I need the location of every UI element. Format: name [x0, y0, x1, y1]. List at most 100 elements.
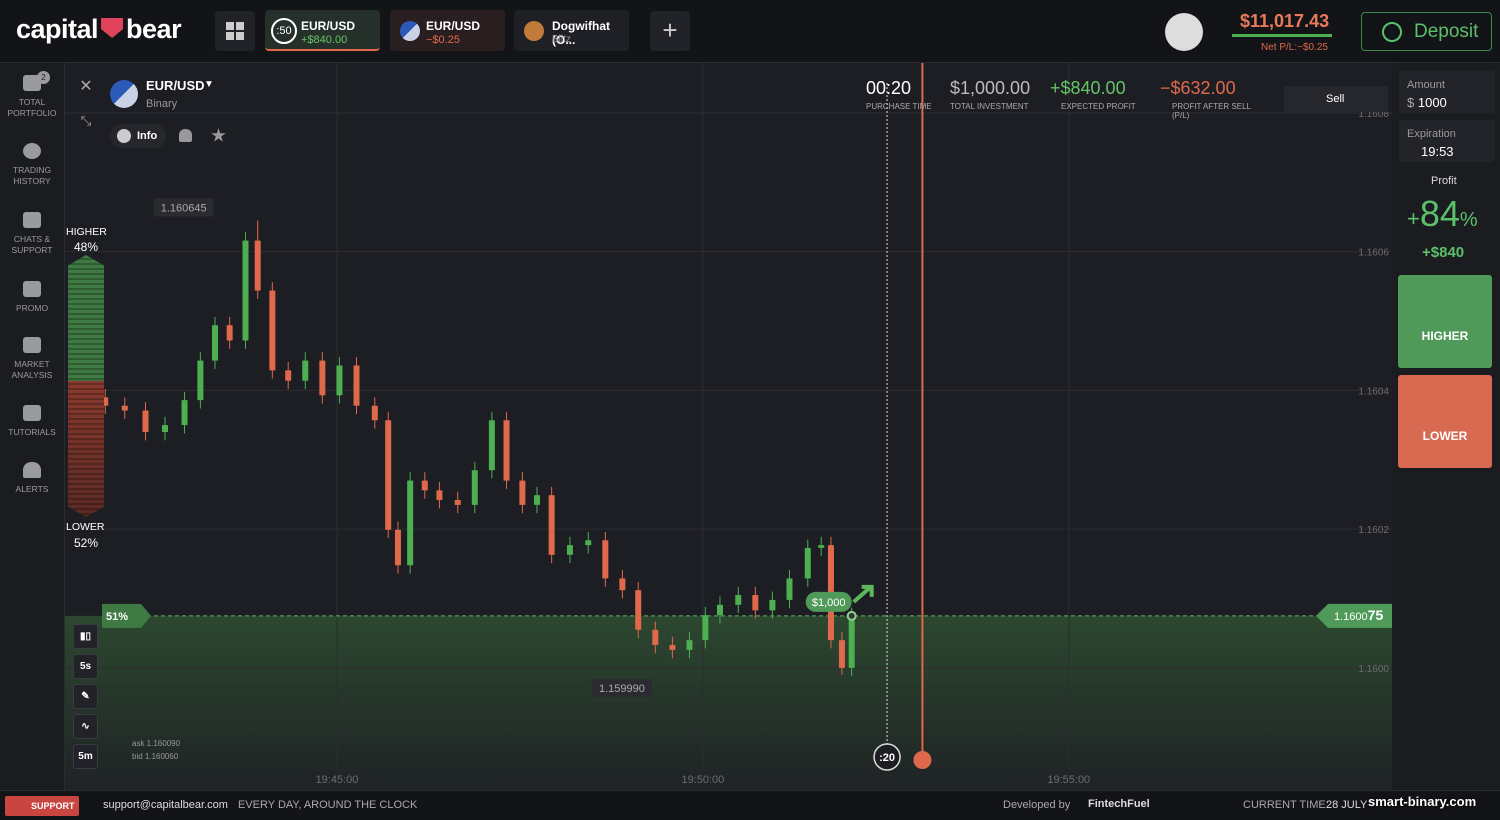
sidebar-item[interactable]: MARKET ANALYSIS: [0, 337, 64, 381]
collapse-button[interactable]: ⤡: [80, 113, 92, 128]
low-label: 1.159990: [599, 683, 645, 695]
stat-value: 00:20: [866, 78, 912, 98]
stat: +$840.00 EXPECTED PROFIT: [1050, 78, 1136, 111]
candle-body: [226, 325, 233, 341]
draw-tool[interactable]: ✎: [73, 684, 98, 709]
amount-value: 1000: [1417, 95, 1447, 110]
add-tab[interactable]: +: [650, 11, 690, 51]
candle-body: [585, 540, 592, 546]
watermark: smart-binary.com: [1368, 794, 1477, 809]
lower-label: LOWER: [66, 521, 105, 533]
time-label: CURRENT TIME:: [1243, 799, 1329, 811]
logo[interactable]: capital bear: [16, 14, 182, 45]
sidebar-item[interactable]: PROMO: [0, 281, 64, 314]
info-button[interactable]: Info: [110, 124, 166, 148]
logo-text: bear: [126, 14, 182, 44]
price-zone: [65, 615, 1392, 790]
expiry-badge: [913, 751, 932, 769]
footer: SUPPORT support@capitalbear.com EVERY DA…: [0, 790, 1500, 820]
stat-label: TOTAL INVESTMENT: [950, 102, 1029, 111]
x-tick-label: 19:50:00: [681, 774, 724, 786]
higher-button[interactable]: HIGHER: [1398, 275, 1492, 368]
developed-by: Developed by: [1003, 799, 1071, 811]
dropdown-caret[interactable]: ▼: [204, 79, 214, 90]
trade-box: [805, 591, 852, 612]
lower-button[interactable]: LOWER: [1398, 375, 1492, 468]
avatar[interactable]: [1165, 13, 1203, 51]
candle-body: [752, 595, 759, 611]
support-button[interactable]: SUPPORT: [5, 796, 79, 816]
purchase-badge: [873, 743, 901, 771]
support-email[interactable]: support@capitalbear.com: [103, 799, 228, 811]
candle-body: [254, 240, 261, 291]
tab-pl: −$0.25: [426, 34, 460, 46]
tab-pl: +$840.00: [301, 34, 348, 46]
asset-name[interactable]: EUR/USD: [146, 78, 205, 93]
date: 28 JULY: [1326, 799, 1368, 811]
close-button[interactable]: ✕: [79, 78, 93, 95]
alert-icon[interactable]: [179, 129, 192, 142]
balance[interactable]: $11,017.43: [1240, 11, 1330, 31]
amount-currency: $: [1407, 95, 1415, 110]
ask: ask 1.160090: [132, 739, 181, 748]
sell-button[interactable]: Sell: [1284, 86, 1388, 112]
balance-bar: [1232, 34, 1332, 37]
expiration-value: 19:53: [1421, 144, 1454, 159]
candle-body: [786, 578, 793, 600]
purchase-countdown: :20: [879, 752, 895, 764]
tab[interactable]: Dogwifhat (O... Blitz: [514, 10, 629, 51]
deposit-button[interactable]: Deposit: [1361, 12, 1492, 51]
sidebar-label: PROMO: [15, 303, 49, 313]
y-tick-label: 1.1604: [1358, 386, 1389, 397]
y-tick-label: 1.1608: [1358, 109, 1389, 120]
percent-label: 51%: [106, 611, 128, 623]
chart-type-tool[interactable]: ▮▯: [73, 624, 98, 649]
tab[interactable]: EUR/USD −$0.25: [390, 10, 505, 51]
candle-body: [407, 480, 414, 566]
sidebar-item[interactable]: TUTORIALS: [0, 405, 64, 438]
tab-timer: :50: [271, 18, 297, 44]
tab[interactable]: :50 EUR/USD +$840.00: [265, 10, 380, 51]
candle-body: [488, 420, 495, 471]
sidebar-item[interactable]: TRADING HISTORY: [0, 143, 64, 187]
candle-body: [102, 397, 109, 406]
deposit-label: Deposit: [1414, 21, 1479, 42]
candle-body: [242, 240, 249, 341]
sidebar-label: TRADING HISTORY: [12, 165, 52, 186]
sidebar-label: ALERTS: [15, 484, 49, 494]
interval-tool[interactable]: 5s: [73, 654, 98, 679]
profit-unit: %: [1459, 209, 1478, 231]
expiration-label: Expiration: [1407, 128, 1456, 140]
candle-body: [394, 529, 401, 566]
stat-label: PURCHASE TIME: [866, 102, 932, 111]
candle-body: [686, 640, 693, 650]
sell-label: Sell: [1326, 93, 1345, 105]
x-tick-label: 19:45:00: [316, 774, 359, 786]
bid: bid 1.160060: [132, 752, 179, 761]
indicator-tool[interactable]: ∿: [73, 714, 98, 739]
candle-body: [848, 615, 855, 668]
top-bar: capital bear :50 EUR/USD +$840.00 EUR/USD…: [0, 0, 1500, 63]
candle-body: [436, 490, 443, 501]
support-label: SUPPORT: [31, 801, 75, 811]
candle-body: [421, 480, 428, 491]
amount-input[interactable]: Amount $ 1000: [1399, 71, 1495, 113]
sidebar-label: CHATS & SUPPORT: [11, 234, 53, 255]
grid-button[interactable]: [215, 11, 255, 51]
tab-asset: EUR/USD: [301, 19, 356, 33]
trade-label: $1,000: [812, 597, 846, 609]
candle-body: [652, 629, 659, 646]
tab-asset: EUR/USD: [426, 19, 481, 33]
period-tool[interactable]: 5m: [73, 744, 98, 769]
tab-kind: Blitz: [552, 34, 571, 45]
sidebar-item[interactable]: TOTAL PORTFOLIO 2: [0, 71, 64, 119]
profit-amount: +$840: [1422, 244, 1465, 261]
expiration-input[interactable]: Expiration 19:53: [1399, 120, 1495, 162]
candle-body: [142, 410, 149, 433]
higher-percent: 48%: [74, 240, 99, 254]
candle-body: [804, 547, 811, 579]
sidebar-item[interactable]: CHATS & SUPPORT: [0, 212, 64, 256]
stat: 00:20 PURCHASE TIME: [852, 78, 932, 111]
price-tag: [1316, 603, 1392, 628]
sidebar-item[interactable]: ALERTS: [0, 462, 64, 495]
